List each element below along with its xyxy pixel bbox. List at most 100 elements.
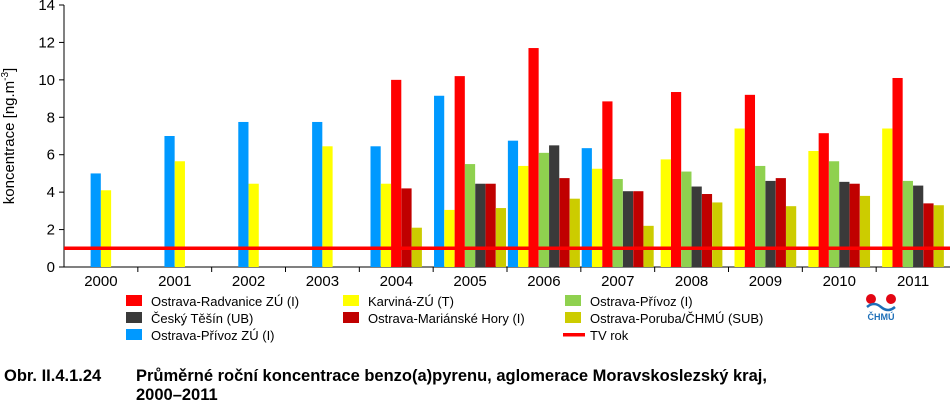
bar: [401, 188, 412, 267]
bar: [592, 168, 603, 267]
y-tick-label: 0: [47, 259, 55, 276]
bar: [475, 183, 486, 267]
y-tick-label: 10: [38, 72, 55, 89]
x-tick-label: 2011: [897, 273, 929, 290]
bar: [454, 76, 465, 267]
bar: [828, 161, 840, 267]
bar: [744, 94, 756, 267]
bar: [164, 136, 175, 267]
bar: [622, 191, 634, 267]
legend-swatch: [565, 312, 581, 323]
x-tick-label: 2007: [601, 273, 634, 290]
bar: [538, 152, 549, 267]
bar: [933, 205, 944, 267]
legend-swatch: [343, 312, 359, 323]
caption-line2: 2000–2011: [136, 386, 218, 404]
bar: [818, 133, 829, 267]
bar: [923, 203, 934, 267]
legend-swatch: [126, 312, 142, 323]
y-tick-label: 6: [47, 147, 55, 164]
bar: [892, 77, 903, 268]
x-tick-label: 2004: [380, 273, 413, 290]
bar: [849, 183, 860, 267]
legend-label: Ostrava-Poruba/ČHMÚ (SUB): [590, 311, 763, 326]
bar: [434, 95, 445, 267]
bar: [765, 180, 776, 267]
bar: [859, 195, 871, 267]
y-tick-label: 14: [38, 0, 55, 14]
bar: [633, 191, 644, 267]
y-tick-label: 12: [38, 34, 55, 51]
bar: [775, 178, 786, 267]
logo-wave: [866, 302, 896, 312]
bar: [808, 150, 819, 267]
y-axis-label: koncentrace [ng.m-3]: [0, 68, 18, 204]
logo-circle-left: [866, 294, 876, 304]
legend-label: Ostrava-Přívoz ZÚ (I): [151, 328, 275, 343]
bar: [559, 178, 570, 267]
bar: [612, 179, 623, 267]
bar: [670, 92, 682, 268]
bar: [549, 145, 560, 267]
y-tick-label: 4: [47, 184, 55, 201]
bar: [660, 159, 671, 267]
bar: [518, 165, 529, 267]
bar: [882, 128, 893, 267]
bar: [391, 79, 402, 267]
bar: [322, 146, 333, 267]
bar: [380, 183, 391, 267]
x-tick-label: 2001: [158, 273, 191, 290]
legend-swatch: [563, 333, 585, 337]
bar: [839, 181, 850, 267]
legend-label: Ostrava-Mariánské Hory (I): [368, 311, 525, 326]
bar: [528, 48, 539, 267]
bar: [701, 194, 713, 267]
x-tick-label: 2006: [527, 273, 560, 290]
caption-number: Obr. II.4.1.24: [4, 367, 102, 385]
bar: [174, 161, 185, 267]
legend-swatch: [126, 295, 142, 306]
bar: [444, 209, 455, 267]
x-tick-label: 2000: [84, 273, 117, 290]
legend-swatch: [126, 329, 142, 340]
bar: [913, 185, 924, 267]
bar: [643, 225, 654, 267]
chart: 0 2 4 6 8 10 12 14 koncentrace [ng.m-3] 2000 2001 2…: [0, 0, 950, 343]
x-tick-label: 2002: [232, 273, 265, 290]
legend: Ostrava-Radvanice ZÚ (I) Český Těšín (UB)…: [126, 294, 763, 343]
bar: [569, 198, 580, 267]
legend-label: Ostrava-Radvanice ZÚ (I): [151, 294, 299, 309]
y-tick-label: 8: [47, 109, 55, 126]
legend-label: Český Těšín (UB): [151, 311, 253, 326]
bar: [90, 173, 101, 267]
figure-caption: Obr. II.4.1.24 Průměrné roční koncentrace…: [4, 367, 767, 405]
bar: [248, 183, 259, 267]
bar: [902, 180, 913, 267]
logo-text: ČHMÚ: [868, 311, 895, 322]
bar: [312, 121, 323, 268]
chmu-logo: ČHMÚ: [866, 294, 896, 322]
bar: [100, 190, 112, 267]
bar: [691, 186, 702, 267]
legend-label: Karviná-ZÚ (T): [368, 294, 454, 309]
x-tick-label: 2009: [749, 273, 782, 290]
bar: [734, 128, 745, 267]
bar: [755, 165, 766, 267]
caption-line1: Průměrné roční koncentrace benzo(a)pyren…: [136, 367, 767, 385]
logo-circle-right: [886, 294, 896, 304]
legend-label: Ostrava-Přívoz (I): [590, 294, 693, 309]
bar: [495, 208, 507, 267]
bar: [712, 202, 723, 267]
bar: [485, 183, 496, 267]
bar: [581, 148, 592, 267]
bar: [238, 121, 249, 268]
bar: [507, 140, 519, 267]
x-tick-label: 2008: [675, 273, 708, 290]
x-tick-label: 2010: [823, 273, 856, 290]
bar: [681, 171, 692, 267]
bar: [464, 164, 476, 267]
x-tick-label: 2003: [306, 273, 339, 290]
legend-label: TV rok: [590, 328, 629, 343]
bar: [370, 146, 381, 267]
x-tick-label: 2005: [453, 273, 486, 290]
